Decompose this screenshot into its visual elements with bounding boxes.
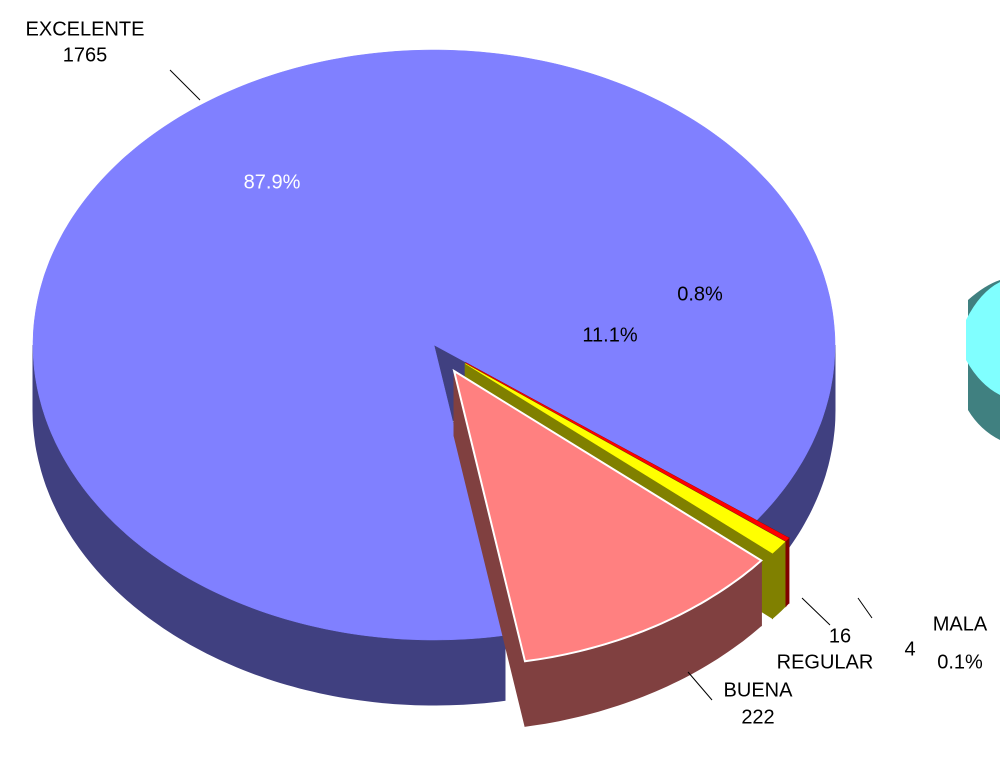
value-label: 4 xyxy=(904,638,915,660)
slice-wall xyxy=(785,536,790,608)
category-label: MALA xyxy=(933,613,988,635)
percent-label: 87.9% xyxy=(244,171,301,193)
value-label: 222 xyxy=(741,706,774,728)
leader-line xyxy=(857,597,873,619)
slice xyxy=(465,362,790,542)
category-label: REGULAR xyxy=(777,651,874,673)
slice-wall xyxy=(772,540,786,620)
slice xyxy=(452,368,763,663)
leader-line xyxy=(801,597,831,626)
value-label: 1765 xyxy=(63,44,108,66)
value-label: 16 xyxy=(829,625,851,647)
percent-label: 0.1% xyxy=(937,651,983,673)
percent-label: 0.8% xyxy=(677,283,723,305)
other-chart-top xyxy=(966,282,1000,395)
category-label: BUENA xyxy=(724,679,794,701)
leader-line xyxy=(169,69,201,101)
slice xyxy=(32,49,836,641)
slice xyxy=(465,363,786,554)
leader-line xyxy=(687,671,713,701)
category-label: EXCELENTE xyxy=(26,18,145,40)
percent-label: 11.1% xyxy=(582,324,637,346)
